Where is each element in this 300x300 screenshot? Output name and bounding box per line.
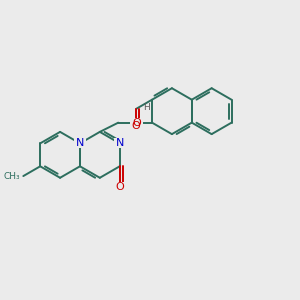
Text: N: N (116, 138, 124, 148)
Bar (114, 182, 125, 192)
Bar (114, 138, 125, 148)
Text: O: O (132, 121, 140, 131)
Text: CH₃: CH₃ (4, 172, 20, 181)
Bar (130, 121, 142, 131)
Bar (131, 118, 143, 128)
Text: H: H (143, 103, 150, 112)
Text: O: O (115, 182, 124, 192)
Bar (74, 138, 86, 148)
Text: N: N (76, 138, 84, 148)
Text: O: O (133, 118, 142, 128)
